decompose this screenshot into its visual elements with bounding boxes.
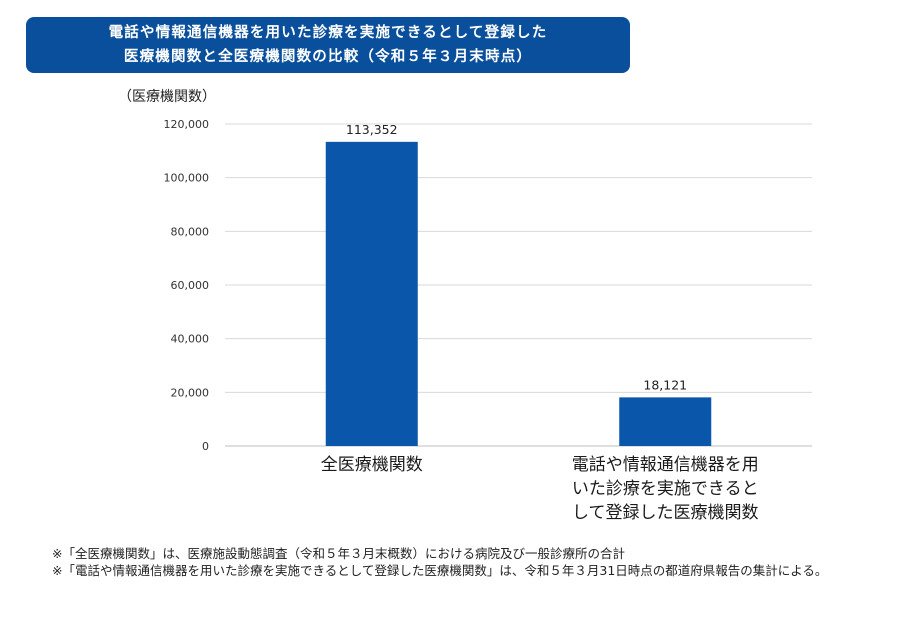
footnote-text: 「全医療機関数」は、医療施設動態調査（令和５年３月末概数）における病院及び一般診… bbox=[62, 546, 625, 561]
y-tick-label: 60,000 bbox=[171, 279, 210, 292]
bar-chart: 0 20,000 40,000 60,000 80,000 100,000 120,000 1… bbox=[164, 118, 812, 523]
y-tick-label: 120,000 bbox=[164, 118, 210, 131]
footnote-2: ※ 「電話や情報通信機器を用いた診療を実施できるとして登録した医療機関数」は、令… bbox=[52, 562, 827, 579]
category-label: いた診療を実施できると bbox=[572, 479, 759, 499]
bar-value-label: 113,352 bbox=[346, 122, 398, 137]
bar bbox=[619, 397, 712, 446]
chart-title-line1: 電話や情報通信機器を用いた診療を実施できるとして登録した bbox=[108, 25, 548, 41]
chart-title-box: 電話や情報通信機器を用いた診療を実施できるとして登録した 医療機関数と全医療機関… bbox=[26, 17, 630, 73]
footnotes: ※ 「全医療機関数」は、医療施設動態調査（令和５年３月末概数）における病院及び一… bbox=[52, 545, 827, 579]
footnote-mark: ※ bbox=[52, 546, 63, 561]
bar bbox=[325, 141, 418, 446]
bar-value-label: 18,121 bbox=[643, 377, 687, 392]
category-label: して登録した医療機関数 bbox=[572, 503, 759, 523]
footnote-text: 「電話や情報通信機器を用いた診療を実施できるとして登録した医療機関数」は、令和５… bbox=[62, 563, 828, 578]
chart-title-line2: 医療機関数と全医療機関数の比較（令和５年３月末時点） bbox=[123, 49, 533, 65]
y-tick-label: 20,000 bbox=[171, 386, 210, 399]
footnote-1: ※ 「全医療機関数」は、医療施設動態調査（令和５年３月末概数）における病院及び一… bbox=[52, 545, 827, 562]
y-tick-label: 100,000 bbox=[164, 172, 210, 185]
y-tick-label: 0 bbox=[202, 440, 209, 453]
category-label: 全医療機関数 bbox=[321, 455, 423, 475]
y-axis-label: （医療機関数） bbox=[118, 89, 216, 105]
y-tick-label: 80,000 bbox=[171, 225, 210, 238]
y-tick-label: 40,000 bbox=[171, 333, 210, 346]
category-label: 電話や情報通信機器を用 bbox=[572, 455, 759, 475]
footnote-mark: ※ bbox=[52, 563, 63, 578]
